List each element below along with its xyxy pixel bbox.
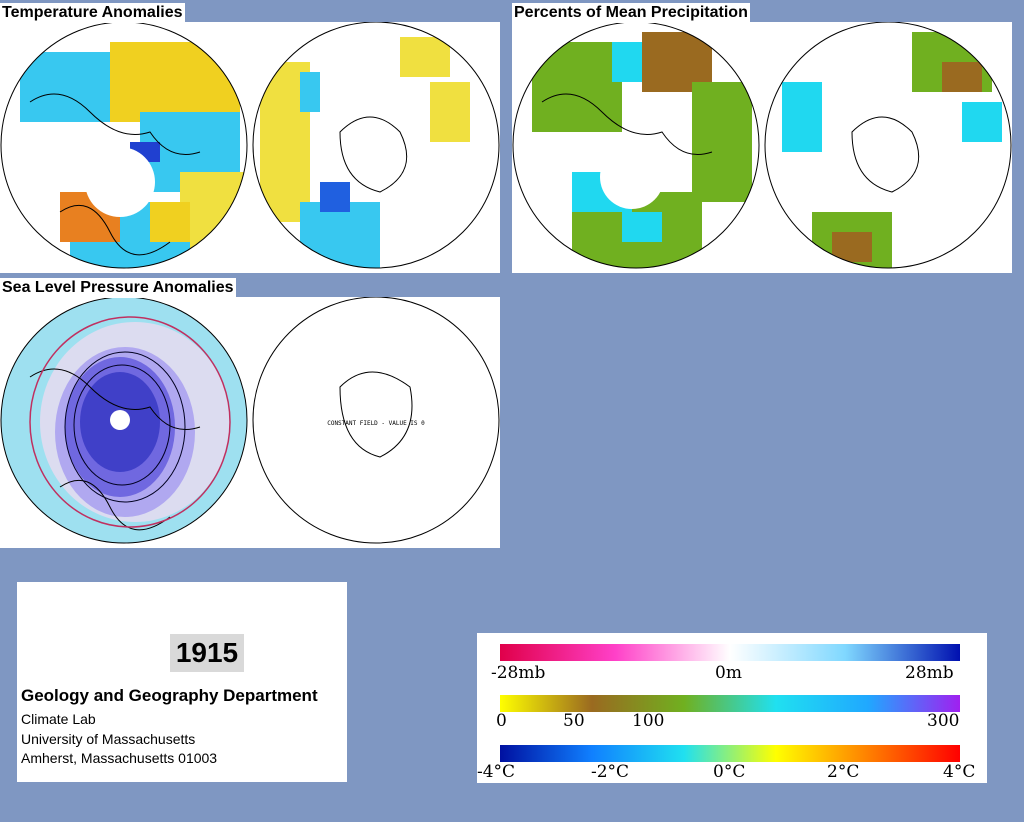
temp-label-minus2: -2°C xyxy=(591,762,630,782)
slp-panel: CONSTANT FIELD - VALUE IS 0 xyxy=(0,297,500,548)
precip-label-100: 100 xyxy=(632,711,665,731)
precip-label-300: 300 xyxy=(927,711,960,731)
pressure-label-max: 28mb xyxy=(905,663,954,683)
precip-label-0: 0 xyxy=(496,711,507,731)
pressure-label-min: -28mb xyxy=(491,663,546,683)
slp-title: Sea Level Pressure Anomalies xyxy=(0,278,236,298)
temp-label-2: 2°C xyxy=(827,762,860,782)
slp-north-map xyxy=(1,297,247,543)
year-label: 1915 xyxy=(170,634,244,672)
department-name: Geology and Geography Department xyxy=(21,686,318,705)
precip-label-50: 50 xyxy=(563,711,585,731)
pressure-colorbar xyxy=(500,644,960,661)
precipitation-panel xyxy=(512,22,1012,273)
temp-label-minus4: -4°C xyxy=(477,762,516,782)
temperature-south-map xyxy=(253,22,499,268)
slp-maps: CONSTANT FIELD - VALUE IS 0 xyxy=(0,297,500,544)
info-panel: 1915 Geology and Geography Department Cl… xyxy=(17,582,347,782)
temperature-panel xyxy=(0,22,500,273)
constant-field-note: CONSTANT FIELD - VALUE IS 0 xyxy=(327,420,425,427)
temperature-colorbar xyxy=(500,745,960,762)
temperature-maps xyxy=(0,22,500,269)
legend-panel: -28mb 0m 28mb 0 50 100 300 -4°C -2°C 0°C… xyxy=(477,633,987,783)
university-name: University of Massachusetts xyxy=(21,731,196,747)
lab-name: Climate Lab xyxy=(21,711,96,727)
pressure-label-mid: 0m xyxy=(715,663,742,683)
precipitation-maps xyxy=(512,22,1012,269)
temperature-title: Temperature Anomalies xyxy=(0,3,185,23)
precipitation-title: Percents of Mean Precipitation xyxy=(512,3,750,23)
city-address: Amherst, Massachusetts 01003 xyxy=(21,750,218,766)
precipitation-north-map xyxy=(513,22,759,268)
precipitation-south-map xyxy=(765,22,1011,268)
precipitation-colorbar xyxy=(500,695,960,712)
temp-label-4: 4°C xyxy=(943,762,976,782)
temp-label-0: 0°C xyxy=(713,762,746,782)
